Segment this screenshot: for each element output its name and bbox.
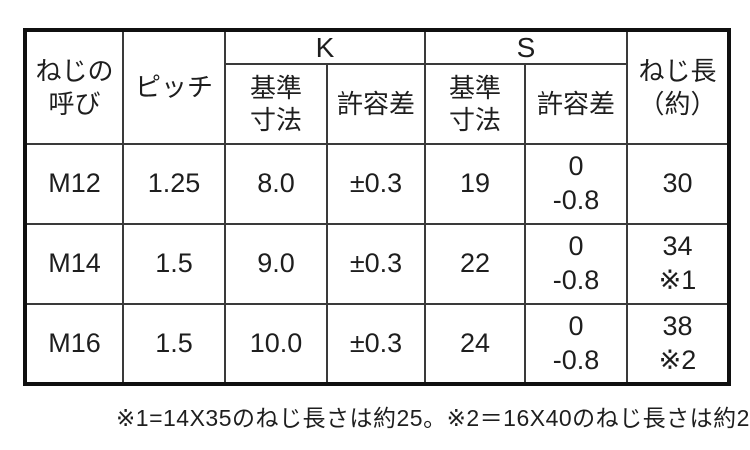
cell-length: 30 <box>626 143 730 225</box>
header-cell-pitch: ピッチ <box>122 29 226 145</box>
cell-s-basic: 24 <box>424 303 526 385</box>
cell-k-tolerance: ±0.3 <box>326 143 426 225</box>
table-row-m14: M14 1.5 9.0 ±0.3 22 0 -0.8 34 ※1 <box>24 223 730 305</box>
cell-pitch: 1.25 <box>122 143 226 225</box>
cell-designation: M14 <box>24 223 124 305</box>
header-cell-screw-designation: ねじの 呼び <box>24 29 124 145</box>
header-cell-s-tolerance: 許容差 <box>524 63 628 145</box>
cell-pitch: 1.5 <box>122 303 226 385</box>
header-cell-s-basic-dimension: 基準 寸法 <box>424 63 526 145</box>
header-cell-screw-length: ねじ長 （約） <box>626 29 730 145</box>
header-cell-k-tolerance: 許容差 <box>326 63 426 145</box>
cell-designation: M12 <box>24 143 124 225</box>
cell-s-tolerance: 0 -0.8 <box>524 303 628 385</box>
header-cell-s-group: S <box>424 29 628 65</box>
footnote: ※1=14X35のねじ長さは約25。※2＝16X40のねじ長さは約28。 <box>116 405 750 431</box>
header-cell-k-group: K <box>224 29 426 65</box>
cell-s-basic: 22 <box>424 223 526 305</box>
cell-pitch: 1.5 <box>122 223 226 305</box>
cell-k-tolerance: ±0.3 <box>326 223 426 305</box>
header-row-groups: ねじの 呼び ピッチ K S ねじ長 （約） <box>24 29 730 145</box>
table-row-m16: M16 1.5 10.0 ±0.3 24 0 -0.8 38 ※2 <box>24 303 730 385</box>
cell-designation: M16 <box>24 303 124 385</box>
header-row-sub: 基準 寸法 許容差 基準 寸法 許容差 <box>25 63 729 145</box>
cell-k-basic: 10.0 <box>224 303 328 385</box>
cell-s-tolerance: 0 -0.8 <box>524 143 628 225</box>
screw-spec-table: ねじの 呼び ピッチ K S ねじ長 （約） 基準 寸法 許容差 基準 寸法 許… <box>23 28 731 386</box>
cell-k-tolerance: ±0.3 <box>326 303 426 385</box>
cell-length: 34 ※1 <box>626 223 730 305</box>
header-cell-k-basic-dimension: 基準 寸法 <box>224 63 328 145</box>
cell-k-basic: 9.0 <box>224 223 328 305</box>
cell-k-basic: 8.0 <box>224 143 328 225</box>
table-row-m12: M12 1.25 8.0 ±0.3 19 0 -0.8 30 <box>24 143 730 225</box>
cell-s-basic: 19 <box>424 143 526 225</box>
cell-s-tolerance: 0 -0.8 <box>524 223 628 305</box>
cell-length: 38 ※2 <box>626 303 730 385</box>
